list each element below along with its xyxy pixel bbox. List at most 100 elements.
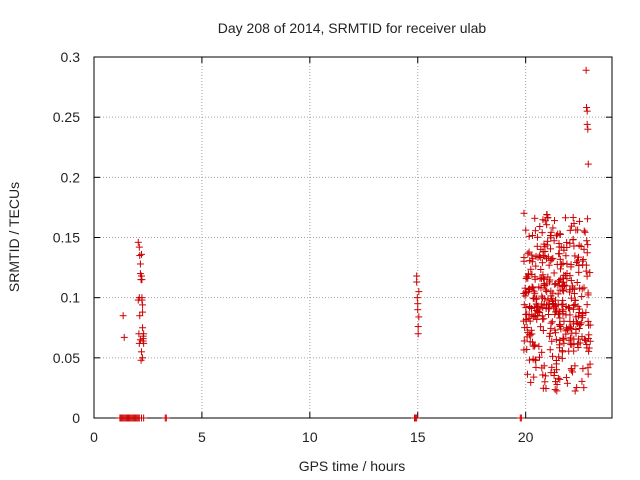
data-point: [550, 269, 558, 277]
data-point: [524, 286, 532, 294]
data-point: [541, 372, 549, 380]
data-point: [584, 215, 592, 223]
axis-ticks: 0 5 10 15 20 0 0.05 0.1 0.15 0.2 0.25 0.3: [53, 49, 612, 445]
data-point: [120, 333, 128, 341]
data-point: [583, 120, 591, 128]
x-tick-label: 15: [410, 429, 426, 445]
data-point: [574, 303, 582, 311]
data-point: [563, 260, 571, 268]
data-point: [582, 66, 590, 74]
data-point: [566, 317, 574, 325]
data-point: [526, 302, 534, 310]
data-point: [532, 295, 540, 303]
data-point: [517, 414, 525, 422]
data-point: [539, 271, 547, 279]
data-point: [532, 363, 540, 371]
data-point: [551, 386, 559, 394]
data-point: [572, 259, 580, 267]
data-point: [556, 255, 564, 263]
data-point: [557, 261, 565, 269]
data-point: [574, 344, 582, 352]
y-tick-label: 0.05: [53, 350, 80, 366]
data-point: [584, 364, 592, 372]
data-point: [556, 265, 564, 273]
data-point: [561, 272, 569, 280]
data-point: [570, 335, 578, 343]
data-point: [522, 315, 530, 323]
data-point: [536, 223, 544, 231]
data-point: [567, 334, 575, 342]
data-point: [522, 304, 530, 312]
data-point: [538, 259, 546, 267]
data-point: [138, 276, 146, 284]
data-point: [556, 286, 564, 294]
data-point: [523, 273, 531, 281]
data-point: [549, 224, 557, 232]
data-point: [580, 227, 588, 235]
data-point: [548, 363, 556, 371]
data-point: [574, 253, 582, 261]
data-point: [537, 265, 545, 273]
data-point: [558, 301, 566, 309]
data-point: [568, 341, 576, 349]
data-point: [139, 301, 147, 309]
data-point: [584, 160, 592, 168]
data-point: [556, 322, 564, 330]
data-point: [523, 323, 531, 331]
data-point: [538, 229, 546, 237]
data-point: [554, 374, 562, 382]
data-point: [524, 250, 532, 258]
data-point: [544, 296, 552, 304]
data-point: [528, 283, 536, 291]
data-point: [533, 242, 541, 250]
data-point: [584, 125, 592, 133]
data-point: [543, 255, 551, 263]
data-point: [531, 214, 539, 222]
data-point: [563, 379, 571, 387]
data-point: [522, 274, 530, 282]
data-point: [531, 289, 539, 297]
data-points: [116, 66, 594, 422]
data-point: [526, 331, 534, 339]
data-point: [571, 362, 579, 370]
data-point: [561, 214, 569, 222]
data-point: [539, 216, 547, 224]
data-point: [583, 237, 591, 245]
chart-title: Day 208 of 2014, SRMTID for receiver ula…: [218, 20, 487, 36]
data-point: [577, 319, 585, 327]
data-point: [520, 301, 528, 309]
data-point: [562, 330, 570, 338]
data-point: [570, 347, 578, 355]
data-point: [559, 259, 567, 267]
data-point: [136, 312, 144, 320]
data-point: [585, 344, 593, 352]
data-point: [567, 261, 575, 269]
data-point: [552, 336, 560, 344]
data-point: [539, 384, 547, 392]
data-point: [531, 227, 539, 235]
data-point: [578, 333, 586, 341]
data-point: [140, 330, 148, 338]
y-tick-label: 0.25: [53, 109, 80, 125]
data-point: [539, 248, 547, 256]
data-point: [555, 250, 563, 258]
data-point: [413, 294, 421, 302]
y-tick-label: 0: [72, 410, 80, 426]
data-point: [579, 365, 587, 373]
data-point: [579, 314, 587, 322]
data-point: [537, 284, 545, 292]
data-point: [584, 370, 592, 378]
data-point: [576, 284, 584, 292]
data-point: [547, 245, 555, 253]
data-point: [548, 337, 556, 345]
data-point: [413, 414, 421, 422]
data-point: [552, 357, 560, 365]
data-point: [567, 324, 575, 332]
data-point: [523, 370, 531, 378]
data-point: [414, 306, 422, 314]
data-point: [571, 387, 579, 395]
data-point: [586, 269, 594, 277]
data-point: [562, 252, 570, 260]
data-point: [570, 290, 578, 298]
data-point: [544, 214, 552, 222]
